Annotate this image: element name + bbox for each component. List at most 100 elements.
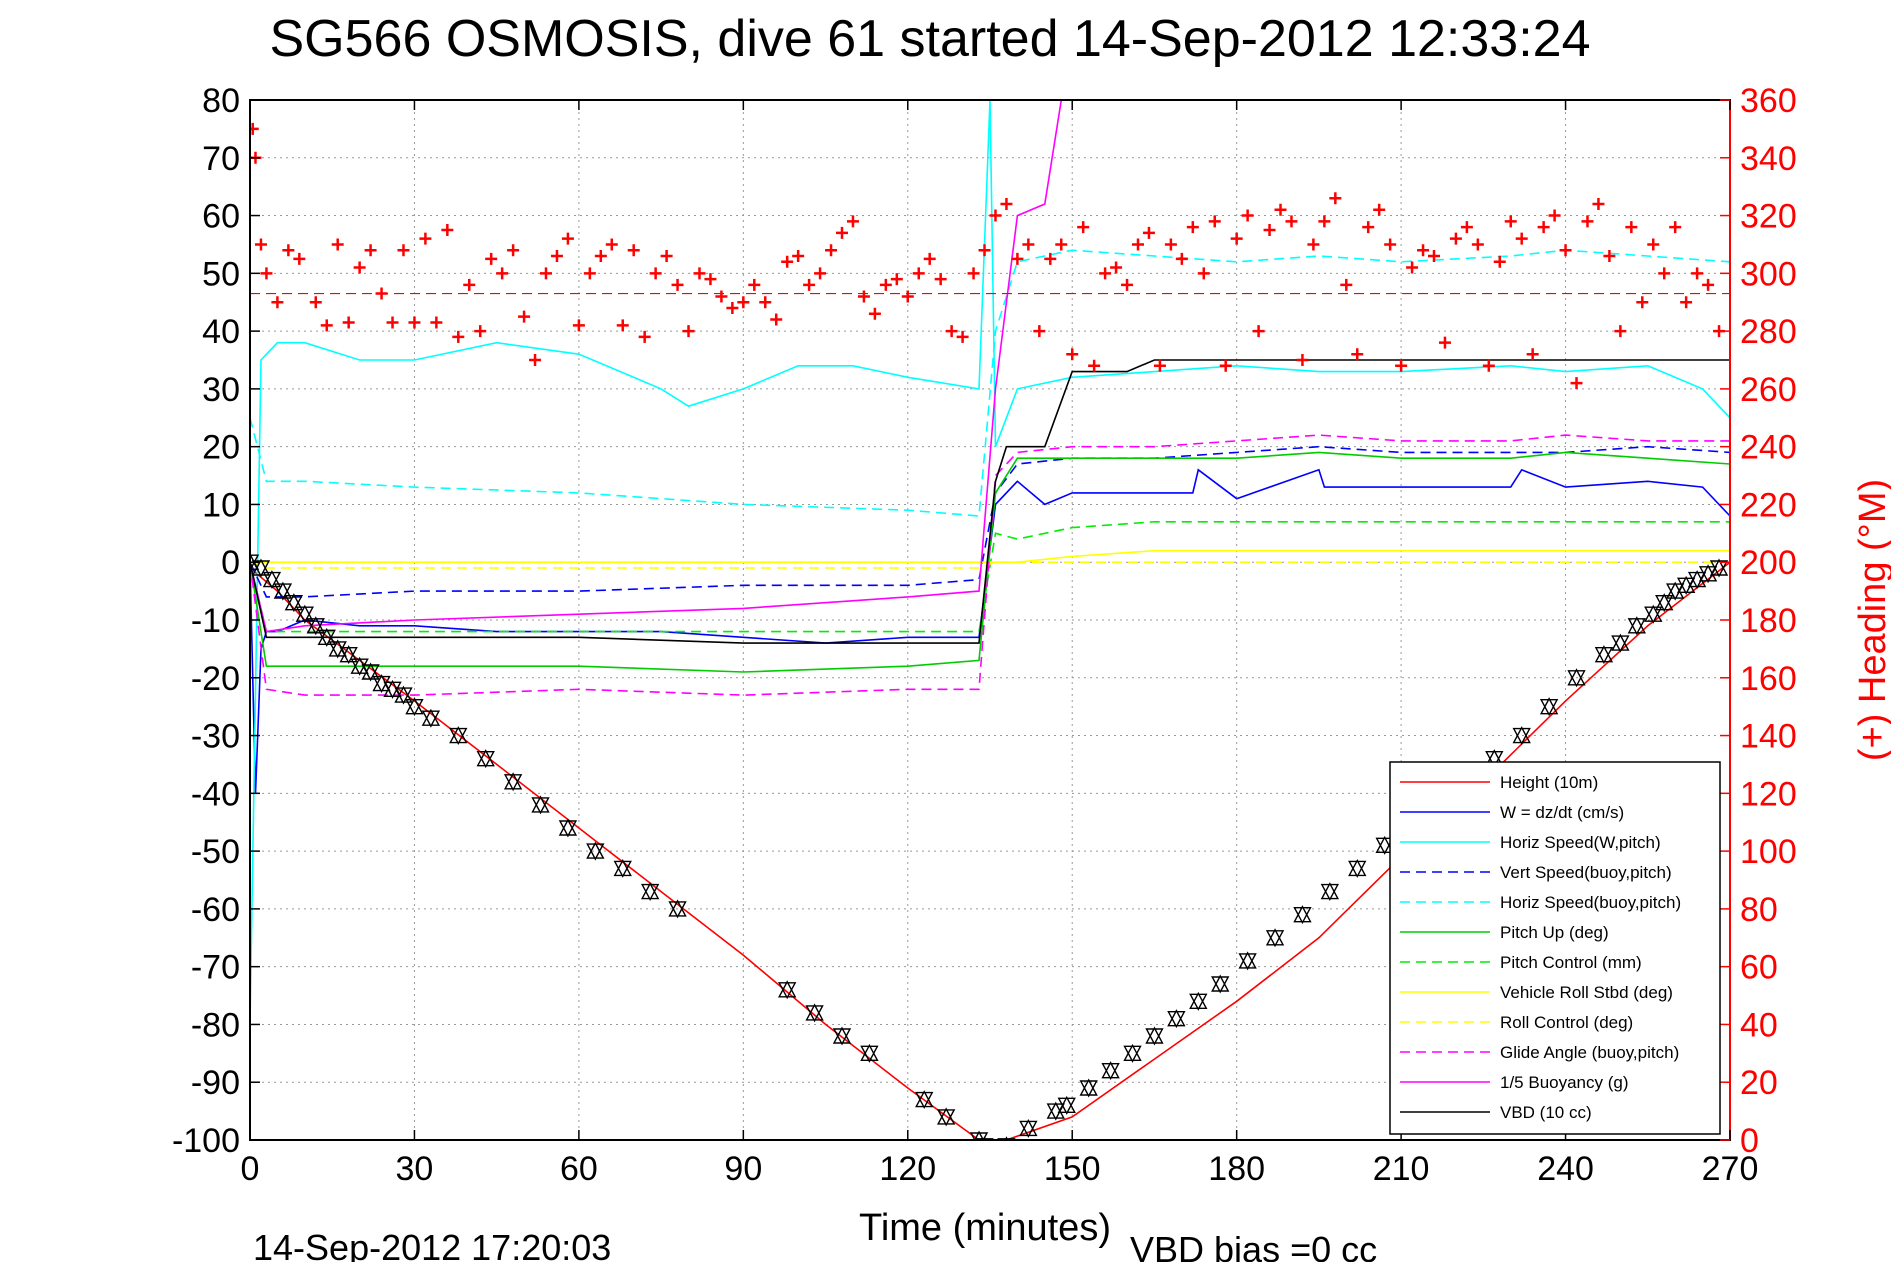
heading-point [1121, 278, 1134, 291]
heading-point [282, 244, 295, 257]
heading-point [934, 273, 947, 286]
x-tick-label: 60 [560, 1150, 598, 1188]
depth-marker [1019, 1118, 1038, 1138]
depth-marker [394, 685, 413, 705]
y-tick-label: 30 [202, 371, 240, 409]
heading-point [1252, 325, 1265, 338]
depth-marker [476, 749, 495, 769]
heading-point [890, 273, 903, 286]
heading-point [1197, 267, 1210, 280]
heading-point [901, 290, 914, 303]
depth-marker [558, 818, 578, 838]
depth-marker [778, 980, 797, 1000]
heading-point [748, 278, 761, 291]
heading-point [814, 267, 827, 280]
depth-marker [273, 581, 293, 601]
depth-marker [531, 795, 550, 815]
x-tick-label: 270 [1702, 1150, 1759, 1188]
heading-point [1614, 325, 1627, 338]
heading-point [1438, 336, 1451, 349]
heading-point [353, 261, 366, 274]
heading-point [1153, 359, 1166, 372]
heading-point [803, 278, 816, 291]
heading-point [271, 296, 284, 309]
heading-point [660, 250, 673, 262]
depth-marker [1101, 1061, 1120, 1081]
y-tick-label: 80 [202, 82, 240, 120]
heading-point [1044, 252, 1057, 265]
legend-entry: Pitch Up (deg) [1500, 923, 1609, 942]
heading-point [386, 316, 399, 329]
heading-point [1493, 255, 1506, 268]
heading-point [572, 319, 585, 332]
right-tick-label: 0 [1740, 1122, 1759, 1160]
heading-point [1142, 226, 1155, 239]
depth-marker [449, 726, 468, 746]
right-tick-label: 280 [1740, 313, 1797, 351]
right-tick-label: 40 [1740, 1006, 1778, 1044]
heading-point [1351, 348, 1364, 361]
y-tick-label: 40 [202, 313, 240, 351]
heading-point [649, 267, 662, 280]
heading-point [550, 250, 563, 262]
heading-point [1515, 232, 1528, 245]
depth-marker [1655, 593, 1674, 613]
y-tick-label: 10 [202, 486, 240, 524]
heading-point [715, 290, 728, 303]
y-tick-label: -70 [191, 949, 240, 987]
right-tick-label: 80 [1740, 891, 1778, 929]
heading-point [1428, 250, 1440, 262]
heading-point [1559, 244, 1572, 257]
heading-point [1000, 198, 1013, 210]
right-tick-label: 180 [1740, 602, 1797, 640]
heading-point [1395, 359, 1408, 372]
depth-marker [317, 627, 336, 647]
series-line-11 [250, 359, 1730, 644]
depth-marker [306, 616, 325, 636]
heading-point [1471, 238, 1484, 251]
depth-marker [1512, 726, 1531, 746]
right-tick-label: 220 [1740, 486, 1797, 524]
heading-point [1504, 215, 1517, 228]
heading-point [1077, 221, 1090, 234]
heading-point [1055, 238, 1068, 251]
heading-point [1702, 278, 1715, 291]
legend-entry: Vehicle Roll Stbd (deg) [1500, 983, 1673, 1002]
heading-point [529, 354, 542, 366]
heading-point [1132, 238, 1144, 251]
heading-point [1263, 224, 1276, 236]
right-tick-label: 100 [1740, 833, 1797, 871]
depth-marker [975, 1136, 994, 1140]
heading-point [879, 278, 892, 291]
heading-point [945, 325, 958, 338]
heading-point [331, 238, 344, 251]
heading-point [1449, 232, 1462, 245]
series-line-4 [250, 249, 1730, 517]
heading-point [1099, 267, 1112, 280]
plot-area [250, 100, 1730, 1140]
footer-timestamp: 14-Sep-2012 17:20:03 [253, 1227, 611, 1262]
heading-point [408, 316, 421, 329]
heading-point [1636, 296, 1649, 309]
heading-point [1186, 221, 1199, 234]
y-tick-label: 0 [221, 544, 240, 582]
y-tick-label: -80 [191, 1006, 240, 1044]
heading-point [1373, 203, 1386, 216]
right-axis-label: (+) Heading (°M) [1852, 479, 1891, 761]
heading-point [540, 267, 552, 280]
depth-marker [805, 1003, 824, 1023]
heading-point [474, 325, 487, 338]
heading-point [1669, 221, 1682, 234]
depth-marker [1211, 974, 1230, 994]
legend-entry: Horiz Speed(W,pitch) [1500, 833, 1661, 852]
depth-marker [1293, 905, 1312, 925]
heading-point [507, 244, 520, 257]
depth-marker [1167, 1009, 1186, 1029]
heading-point [846, 215, 859, 228]
heading-point [309, 296, 322, 309]
heading-point [1406, 261, 1419, 274]
depth-marker [1567, 668, 1586, 688]
heading-point [978, 244, 991, 257]
y-tick-label: -10 [191, 602, 240, 640]
depth-marker [405, 697, 424, 717]
